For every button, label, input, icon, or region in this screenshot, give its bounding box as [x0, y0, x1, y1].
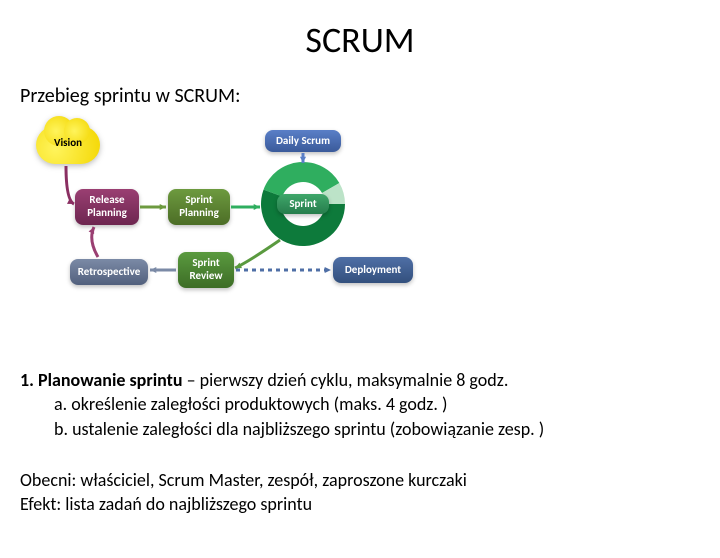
body-section-1: 1. Planowanie sprintu – pierwszy dzień c…	[20, 368, 544, 441]
sprint-label: Sprint	[277, 194, 329, 214]
vision-label: Vision	[36, 136, 100, 149]
node-deploy: Deployment	[333, 257, 413, 283]
body-section-2: Obecni: właściciel, Scrum Master, zespół…	[20, 468, 467, 517]
subtitle: Przebieg sprintu w SCRUM:	[20, 84, 720, 108]
effect-line: Efekt: lista zadań do najbliższego sprin…	[20, 493, 312, 515]
node-retro: Retrospective	[70, 259, 148, 285]
bullet-b: b. ustalenie zaległości dla najbliższego…	[20, 417, 544, 441]
planning-rest: – pierwszy dzień cyklu, maksymalnie 8 go…	[183, 369, 509, 391]
node-sprintplan: Sprint Planning	[168, 189, 230, 225]
bullet-a: a. określenie zaległości produktowych (m…	[20, 392, 448, 416]
scrum-flow-diagram: Vision Release Planning Sprint Planning Ret…	[28, 122, 438, 302]
node-daily: Daily Scrum	[265, 130, 341, 152]
planning-heading: 1. Planowanie sprintu	[20, 369, 183, 391]
page-title: SCRUM	[0, 18, 720, 62]
node-release: Release Planning	[75, 189, 139, 225]
node-review: Sprint Review	[178, 252, 234, 288]
vision-cloud: Vision	[36, 126, 100, 164]
attendees-line: Obecni: właściciel, Scrum Master, zespół…	[20, 469, 467, 491]
